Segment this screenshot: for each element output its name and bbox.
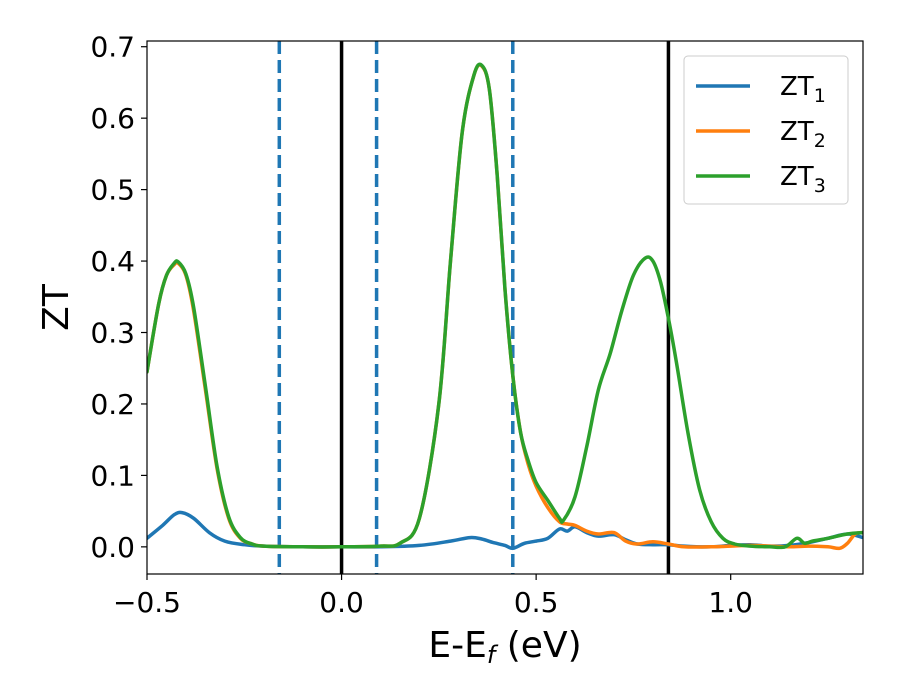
series-line-zt3	[147, 62, 863, 550]
x-axis: −0.5 0.0 0.5 1.0	[113, 574, 753, 619]
x-tick-label: 0.0	[319, 586, 364, 619]
legend-label-zt2: ZT2	[780, 117, 826, 152]
x-axis-label-unit: (eV)	[495, 625, 581, 666]
y-axis: 0.0 0.1 0.2 0.3 0.4 0.5 0.6 0.7	[90, 31, 147, 564]
y-tick-label: 0.6	[90, 102, 135, 135]
y-tick-label: 0.5	[90, 174, 135, 207]
y-tick-label: 0.7	[90, 31, 135, 64]
x-tick-label: 0.5	[514, 586, 559, 619]
x-tick-label: 1.0	[708, 586, 753, 619]
vertical-lines	[277, 41, 671, 574]
y-tick-label: 0.1	[90, 459, 135, 492]
y-tick-label: 0.2	[90, 388, 135, 421]
legend-label-zt1: ZT1	[780, 72, 826, 107]
y-tick-label: 0.0	[90, 531, 135, 564]
legend-box	[683, 55, 849, 205]
legend-label-zt3: ZT3	[780, 162, 826, 197]
y-tick-label: 0.3	[90, 317, 135, 350]
series-lines	[147, 62, 863, 551]
legend: ZT1 ZT2 ZT3	[683, 55, 849, 205]
plot-frame	[146, 40, 864, 575]
series-line-zt1	[147, 510, 863, 551]
x-axis-label-main: E-E	[428, 625, 486, 666]
y-tick-label: 0.4	[90, 245, 135, 278]
x-tick-label: −0.5	[113, 586, 181, 619]
x-axis-label: E-Ef (eV)	[428, 625, 581, 669]
y-axis-label: ZT	[36, 283, 77, 331]
